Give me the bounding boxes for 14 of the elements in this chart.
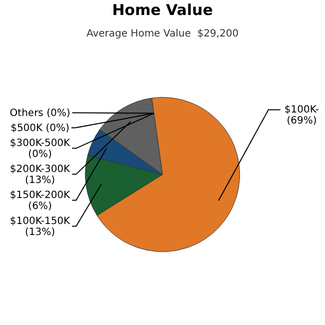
- data-label: (6%): [28, 200, 52, 212]
- text: (0%): [28, 148, 52, 160]
- slice-label: $100K-150K: [10, 216, 71, 227]
- chart-title: Home Value: [112, 0, 213, 19]
- slice-label: $200K-300K: [10, 164, 71, 175]
- data-label: (13%): [24, 174, 56, 186]
- chart-subtitle: Average Home Value $29,200: [86, 28, 239, 40]
- category-label: $300K-500K: [10, 138, 70, 149]
- slice-label: $150K-200K: [10, 190, 71, 201]
- category-label: $500K (0%): [10, 122, 70, 134]
- category-label: Others (0%): [10, 108, 70, 119]
- slice-label: $100K-: [284, 104, 320, 116]
- data-label: (69%): [286, 116, 317, 127]
- data-label: (13%): [24, 226, 56, 238]
